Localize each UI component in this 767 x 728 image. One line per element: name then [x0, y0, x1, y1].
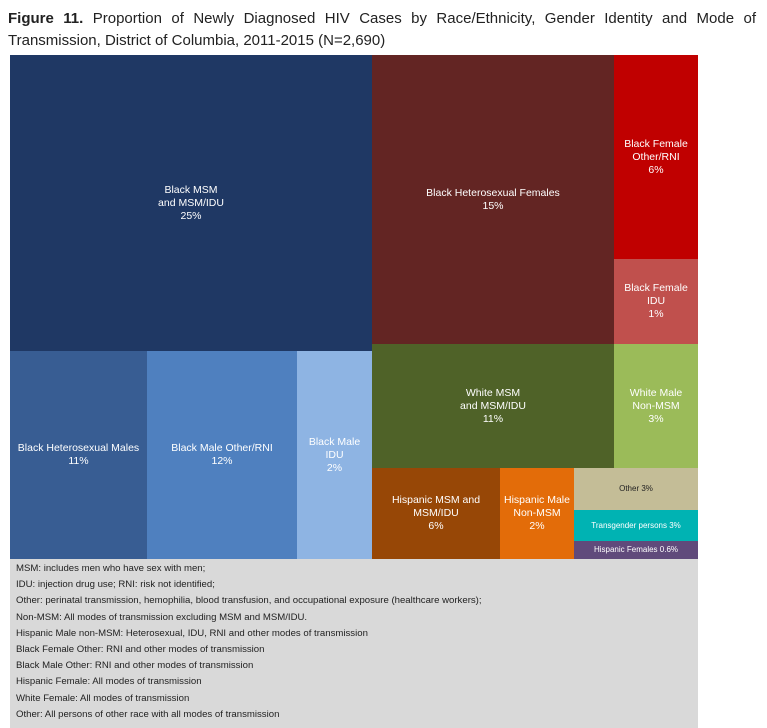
tile-label: White Male Non-MSM 3% — [629, 386, 683, 425]
footnote-line: IDU: injection drug use; RNI: risk not i… — [16, 579, 215, 591]
tile-white-male-non-msm: White Male Non-MSM 3% — [614, 344, 698, 468]
tile-label: Transgender persons 3% — [591, 520, 681, 530]
tile-label: Hispanic Females 0.6% — [593, 545, 679, 554]
tile-black-male-idu: Black Male IDU 2% — [297, 351, 372, 559]
footnote-line: Hispanic Female: All modes of transmissi… — [16, 676, 202, 688]
tile-white-msm: White MSM and MSM/IDU 11% — [372, 344, 614, 468]
figure-number: Figure 11. — [8, 10, 84, 27]
tile-black-female-other-rni: Black Female Other/RNI 6% — [614, 55, 698, 259]
tile-label: Black MSM and MSM/IDU 25% — [158, 183, 224, 222]
footnote-line: White Female: All modes of transmission — [16, 692, 190, 704]
tile-black-female-idu: Black Female IDU 1% — [614, 259, 698, 344]
tile-hispanic-msm: Hispanic MSM and MSM/IDU 6% — [372, 468, 500, 559]
tile-label: Black Heterosexual Females 15% — [426, 186, 560, 212]
footnote-line: Black Male Other: RNI and other modes of… — [16, 660, 254, 672]
tile-label: Hispanic MSM and MSM/IDU 6% — [391, 494, 481, 532]
chart-title: Figure 11. Proportion of Newly Diagnosed… — [8, 8, 756, 52]
tile-label: Black Heterosexual Males 11% — [17, 442, 140, 467]
tile-black-heterosexual-males: Black Heterosexual Males 11% — [10, 351, 147, 559]
footnote-line: Black Female Other: RNI and other modes … — [16, 644, 265, 656]
tile-transgender-persons: Transgender persons 3% — [574, 510, 698, 541]
treemap: Black MSM and MSM/IDU 25% Black Heterosex… — [10, 55, 698, 559]
footnotes: MSM: includes men who have sex with men;… — [10, 559, 698, 728]
tile-label: Black Male IDU 2% — [308, 435, 361, 474]
tile-other: Other 3% — [574, 468, 698, 510]
tile-black-msm: Black MSM and MSM/IDU 25% — [10, 55, 372, 351]
tile-label: Other 3% — [619, 484, 653, 493]
tile-hispanic-females: Hispanic Females 0.6% — [574, 541, 698, 559]
footnote-line: Other: perinatal transmission, hemophili… — [16, 595, 482, 607]
tile-label: Black Female IDU 1% — [624, 282, 688, 320]
tile-hispanic-male-non-msm: Hispanic Male Non-MSM 2% — [500, 468, 574, 559]
tile-label: White MSM and MSM/IDU 11% — [460, 386, 526, 425]
tile-black-male-other-rni: Black Male Other/RNI 12% — [147, 351, 297, 559]
footnote-line: Non-MSM: All modes of transmission exclu… — [16, 611, 308, 623]
tile-black-heterosexual-females: Black Heterosexual Females 15% — [372, 55, 614, 344]
figure-title-text: Proportion of Newly Diagnosed HIV Cases … — [8, 10, 756, 49]
tile-label: Hispanic Male Non-MSM 2% — [504, 494, 570, 532]
tile-label: Black Male Other/RNI 12% — [171, 442, 273, 467]
tile-label: Black Female Other/RNI 6% — [624, 137, 688, 176]
footnote-line: Other: All persons of other race with al… — [16, 708, 280, 720]
footnote-line: Hispanic Male non-MSM: Heterosexual, IDU… — [16, 627, 368, 639]
footnote-line: MSM: includes men who have sex with men; — [16, 563, 206, 574]
